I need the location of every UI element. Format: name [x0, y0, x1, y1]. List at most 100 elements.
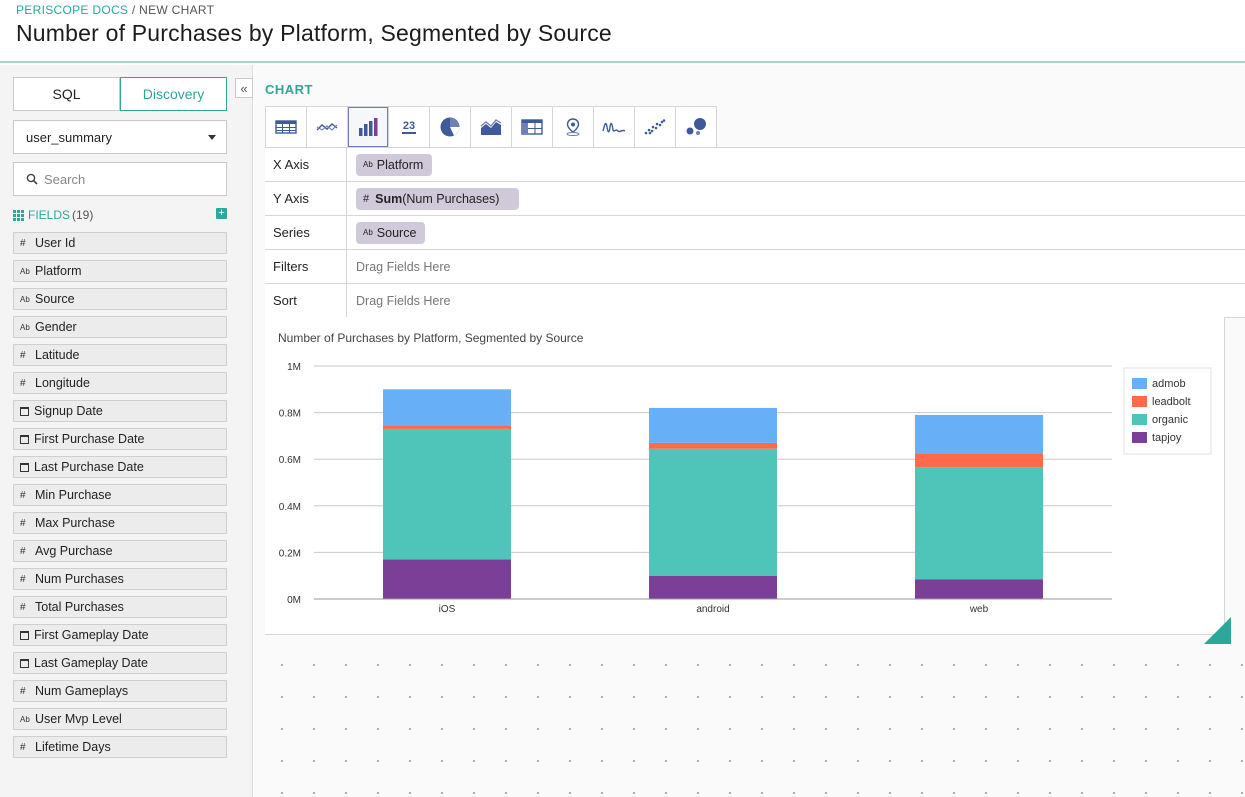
- field-label: Last Gameplay Date: [34, 656, 148, 670]
- collapse-sidebar-button[interactable]: «: [235, 78, 253, 98]
- field-item[interactable]: # Longitude: [13, 372, 227, 394]
- field-item[interactable]: Last Gameplay Date: [13, 652, 227, 674]
- bar-segment-leadbolt: [649, 442, 777, 449]
- field-item[interactable]: Ab Gender: [13, 316, 227, 338]
- add-field-icon[interactable]: +: [216, 208, 227, 219]
- y-axis-label: Y Axis: [265, 181, 347, 216]
- field-item[interactable]: # Num Gameplays: [13, 680, 227, 702]
- number-type-icon: #: [20, 685, 26, 697]
- field-item[interactable]: Ab User Mvp Level: [13, 708, 227, 730]
- field-label: First Purchase Date: [34, 432, 145, 446]
- calendar-icon: [20, 658, 29, 668]
- field-item[interactable]: # Total Purchases: [13, 596, 227, 618]
- breadcrumb-link[interactable]: PERISCOPE DOCS: [16, 3, 129, 17]
- y-tick-label: 0.2M: [279, 548, 301, 559]
- chart-section-label: CHART: [265, 82, 313, 97]
- bubble-icon: [686, 118, 706, 135]
- breadcrumb-separator: /: [128, 3, 140, 17]
- field-label: Num Purchases: [35, 572, 124, 586]
- series-field-pill[interactable]: Ab Source: [356, 221, 426, 244]
- chart-type-bubble-button[interactable]: [676, 107, 717, 147]
- field-list: # User Id Ab Platform Ab Source Ab Gender # Latit…: [13, 232, 227, 764]
- x-axis-label: X Axis: [265, 147, 347, 182]
- y-tick-label: 0.8M: [279, 409, 301, 420]
- number-type-icon: #: [20, 517, 26, 529]
- legend-label: tapjoy: [1152, 432, 1182, 444]
- legend-swatch: [1132, 432, 1147, 443]
- tab-sql[interactable]: SQL: [13, 77, 120, 111]
- field-label: First Gameplay Date: [34, 628, 149, 642]
- y-axis-aggregation[interactable]: Sum: [375, 191, 403, 206]
- bar-segment-organic: [383, 428, 511, 560]
- chart-type-bar-button[interactable]: [348, 107, 389, 147]
- number-type-icon: #: [363, 192, 370, 205]
- x-axis-field-pill[interactable]: Ab Platform: [356, 153, 433, 176]
- resize-handle-icon[interactable]: [1204, 617, 1231, 644]
- bar-segment-leadbolt: [915, 453, 1043, 468]
- field-item[interactable]: # Min Purchase: [13, 484, 227, 506]
- field-item[interactable]: # Latitude: [13, 344, 227, 366]
- field-label: User Mvp Level: [35, 712, 122, 726]
- chart-type-area-button[interactable]: [471, 107, 512, 147]
- filters-row: Filters Drag Fields Here: [265, 249, 1245, 284]
- number-type-icon: #: [20, 377, 26, 389]
- field-item[interactable]: # User Id: [13, 232, 227, 254]
- field-item[interactable]: First Purchase Date: [13, 428, 227, 450]
- y-axis-row: Y Axis # Sum (Num Purchases): [265, 181, 1245, 216]
- field-item[interactable]: # Num Purchases: [13, 568, 227, 590]
- sort-drop-zone[interactable]: Drag Fields Here: [356, 293, 451, 308]
- sort-label: Sort: [265, 283, 347, 318]
- chart-type-scribble-button[interactable]: [594, 107, 635, 147]
- sort-row: Sort Drag Fields Here: [265, 283, 1245, 318]
- field-label: User Id: [35, 236, 76, 250]
- field-item[interactable]: # Avg Purchase: [13, 540, 227, 562]
- field-label: Source: [35, 292, 75, 306]
- chart-type-pivot-button[interactable]: [512, 107, 553, 147]
- chart-type-map-button[interactable]: [553, 107, 594, 147]
- field-item[interactable]: # Lifetime Days: [13, 736, 227, 758]
- y-axis-field-name: (Num Purchases): [402, 191, 500, 206]
- search-icon: [26, 173, 38, 185]
- grid-icon: [13, 209, 24, 221]
- chart-config-panel: X Axis Ab Platform Y Axis # Sum (Num Purcha…: [265, 147, 1245, 318]
- area-chart-icon: [480, 119, 502, 135]
- y-tick-label: 0.6M: [279, 455, 301, 466]
- bar-segment-tapjoy: [649, 575, 777, 599]
- legend-swatch: [1132, 414, 1147, 425]
- number-type-icon: #: [20, 349, 26, 361]
- x-tick-label: web: [969, 604, 989, 615]
- fields-label: FIELDS: [28, 208, 71, 222]
- field-item[interactable]: Last Purchase Date: [13, 456, 227, 478]
- field-item[interactable]: First Gameplay Date: [13, 624, 227, 646]
- page-title[interactable]: Number of Purchases by Platform, Segment…: [16, 20, 612, 46]
- field-item[interactable]: Signup Date: [13, 400, 227, 422]
- chart-type-line-button[interactable]: [307, 107, 348, 147]
- main-area: CHART 23: [254, 65, 1245, 797]
- number-type-icon: #: [20, 573, 26, 585]
- search-input[interactable]: [44, 171, 204, 187]
- field-item[interactable]: Ab Source: [13, 288, 227, 310]
- chart-type-number-button[interactable]: 23: [389, 107, 430, 147]
- dataset-select[interactable]: user_summary: [13, 120, 227, 154]
- filters-label: Filters: [265, 249, 347, 284]
- fields-header: FIELDS (19) +: [13, 208, 227, 222]
- text-type-icon: Ab: [20, 322, 30, 332]
- number-type-icon: #: [20, 601, 26, 613]
- field-label: Lifetime Days: [35, 740, 111, 754]
- y-axis-field-pill[interactable]: # Sum (Num Purchases): [356, 187, 520, 210]
- dataset-select-value: user_summary: [26, 129, 112, 145]
- calendar-icon: [20, 406, 29, 416]
- calendar-icon: [20, 462, 29, 472]
- field-item[interactable]: # Max Purchase: [13, 512, 227, 534]
- field-item[interactable]: Ab Platform: [13, 260, 227, 282]
- filters-drop-zone[interactable]: Drag Fields Here: [356, 259, 451, 274]
- chart-type-pie-button[interactable]: [430, 107, 471, 147]
- legend-swatch: [1132, 396, 1147, 407]
- scribble-icon: [602, 122, 626, 133]
- chart-type-table-button[interactable]: [266, 107, 307, 147]
- tab-discovery[interactable]: Discovery: [120, 77, 227, 111]
- search-box[interactable]: [13, 162, 227, 196]
- chart-type-scatter-button[interactable]: [635, 107, 676, 147]
- bar-segment-leadbolt: [383, 425, 511, 429]
- legend-label: admob: [1152, 378, 1186, 390]
